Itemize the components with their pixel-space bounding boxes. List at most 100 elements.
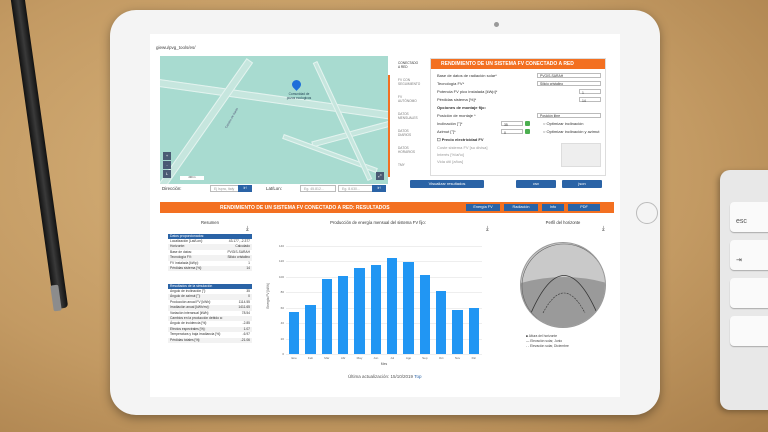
tab-off-grid[interactable]: FV AUTÓNOMO <box>388 92 420 109</box>
row-value: 1411.65 <box>238 305 250 310</box>
opt-both-label[interactable]: ○ Optimizar inclinación y azimut <box>543 129 600 134</box>
db-label: Base de datos de radiación solar* <box>437 73 497 78</box>
bar-ene[interactable] <box>289 311 300 354</box>
row-value: 1 <box>248 260 250 265</box>
loss-input[interactable]: 14 <box>579 97 601 103</box>
fullscreen-button[interactable]: ⤢ <box>376 172 384 180</box>
lat-input[interactable]: Eg. 45.812... <box>300 185 336 192</box>
opt-incl-text: Optimizar inclinación <box>546 121 584 126</box>
bar-jul[interactable] <box>387 258 398 354</box>
x-tick-label: Ene <box>291 356 297 360</box>
incl-input[interactable]: 35 <box>501 121 523 127</box>
top-link[interactable]: Top <box>414 374 422 379</box>
tab-monthly[interactable]: DATOS MENSUALES <box>388 109 420 126</box>
direction-go-button[interactable]: Ir! <box>238 185 252 192</box>
tab-tmy[interactable]: TMY <box>388 160 420 177</box>
download-chart-icon[interactable]: ⤓ <box>486 226 489 232</box>
azim-check-icon[interactable] <box>525 129 530 134</box>
azim-value: 0 <box>504 131 506 135</box>
bar-may[interactable] <box>354 267 365 354</box>
cost-label: Coste sistema FV [su divisa] <box>437 145 488 150</box>
bar-mar[interactable] <box>321 279 332 354</box>
x-tick-label: Jul <box>390 356 395 360</box>
x-tick-label: Dic <box>471 356 476 360</box>
mount-select[interactable]: Posición libre <box>537 113 601 118</box>
download-summary-icon[interactable]: ⤓ <box>246 226 249 232</box>
inputs-table: Datos proporcionados: Localización [Lat/… <box>168 234 252 272</box>
economic-inputs[interactable] <box>561 143 601 167</box>
direction-label: Dirección: <box>162 186 182 191</box>
map[interactable]: Comunidad de pozos ecologicos Camino de … <box>160 56 388 184</box>
tab-tracking[interactable]: FV CON SEGUIMIENTO <box>388 75 420 92</box>
row-key: Temperatura y baja irradiancia [%]: <box>170 332 221 337</box>
bar-jun[interactable] <box>370 264 381 354</box>
tab-info[interactable]: Info <box>542 204 564 211</box>
lon-input[interactable]: Eg. 8.630... <box>338 185 374 192</box>
bar-dic[interactable] <box>468 308 479 354</box>
table-row: Temperatura y baja irradiancia [%]: -6.97 <box>168 332 252 337</box>
tab-pdf[interactable]: PDF <box>568 204 600 211</box>
power-label: Potencia FV pico instalada [kWp]* <box>437 89 498 94</box>
json-button[interactable]: json <box>562 180 602 188</box>
layers-button[interactable]: L <box>163 170 171 178</box>
tab-radiation[interactable]: Radiación <box>504 204 538 211</box>
bar-ago[interactable] <box>403 262 414 354</box>
chart-title: Producción de energía mensual del sistem… <box>330 220 426 225</box>
zoom-out-button[interactable]: - <box>163 161 171 169</box>
tab-hourly[interactable]: DATOS HORARIOS <box>388 143 420 160</box>
opt-incl-label[interactable]: ○ Optimizar inclinación <box>543 121 584 126</box>
x-axis-label: Mes <box>380 362 388 366</box>
db-select[interactable]: PVGIS-SARAH <box>537 73 601 78</box>
x-tick-label: Oct <box>438 356 444 360</box>
latlon-go-button[interactable]: Ir! <box>372 185 386 192</box>
table-row: Efectos espectrales [%]: 1.07 <box>168 326 252 333</box>
row-key: Cambios en la producción debido a: <box>170 315 223 320</box>
table-row: Producción anual FV [kWh]: 1114.55 <box>168 300 252 305</box>
bar-feb[interactable] <box>305 304 316 354</box>
zoom-in-button[interactable]: + <box>163 152 171 160</box>
horizon-svg <box>521 243 605 327</box>
table-row: Pérdidas totales [%]: -21.06 <box>168 337 252 343</box>
june-path <box>530 275 598 314</box>
row-key: FV instalada [kWp]: <box>170 260 199 265</box>
legend-horizon: ■ Altura del horizonte <box>526 334 558 338</box>
screen: giewu/pvg_tools/es/ Comunidad de pozos e… <box>150 34 620 397</box>
grid-line <box>286 354 482 355</box>
power-input[interactable]: 1 <box>579 89 601 95</box>
y-tick-label: 0 <box>282 352 284 356</box>
esc-key: esc <box>730 202 768 232</box>
visualize-button[interactable]: Visualizar resultados <box>410 180 484 188</box>
table-row: Ángulo de azimut [°]: 0 <box>168 294 252 300</box>
x-tick-label: Nov <box>454 356 461 360</box>
marker-label: Comunidad de pozos ecologicos <box>286 92 312 100</box>
table-row: Irradiación anual [kWh/m²]: 1411.65 <box>168 305 252 311</box>
tab-daily[interactable]: DATOS DIARIOS <box>388 126 420 143</box>
price-checkbox[interactable]: ☐ Precio electricidad FV <box>437 137 484 142</box>
tab-grid-connected[interactable]: CONECTADO A RED <box>398 61 419 69</box>
x-tick-label: Ago <box>405 356 412 360</box>
incl-check-icon[interactable] <box>525 121 530 126</box>
tech-select[interactable]: Silicio cristalino <box>537 81 601 86</box>
csv-button[interactable]: csv <box>516 180 556 188</box>
bar-sep[interactable] <box>419 274 430 354</box>
legend-june-text: Elevación solar, Junio <box>530 339 563 343</box>
row-key: Ángulo de inclinación [°]: <box>170 289 207 293</box>
street-label: Camino de Santo <box>224 106 240 130</box>
home-button[interactable] <box>636 202 658 224</box>
tab-energy[interactable]: Energía FV <box>466 204 500 211</box>
life-label: Vida útil [años] <box>437 159 464 164</box>
url-text: giewu/pvg_tools/es/ <box>156 45 196 50</box>
row-value: 35 <box>246 289 250 293</box>
energy-chart: 0 20 40 60 80 100 120 140 Ene Feb Mar Abr May Jun Jul A… <box>262 224 494 384</box>
bar-oct[interactable] <box>436 290 447 354</box>
incl-value: 35 <box>504 123 508 127</box>
pv-form: RENDIMIENTO DE UN SISTEMA FV CONECTADO A… <box>430 58 606 176</box>
map-road <box>312 61 373 181</box>
y-axis-label: Energía FV [kWh] <box>266 283 270 309</box>
azim-input[interactable]: 0 <box>501 129 523 135</box>
shift-key <box>730 316 768 346</box>
download-horizon-icon[interactable]: ⤓ <box>602 226 605 232</box>
location-pin-icon[interactable] <box>290 78 303 91</box>
bar-nov[interactable] <box>452 310 463 354</box>
bar-abr[interactable] <box>338 276 349 354</box>
